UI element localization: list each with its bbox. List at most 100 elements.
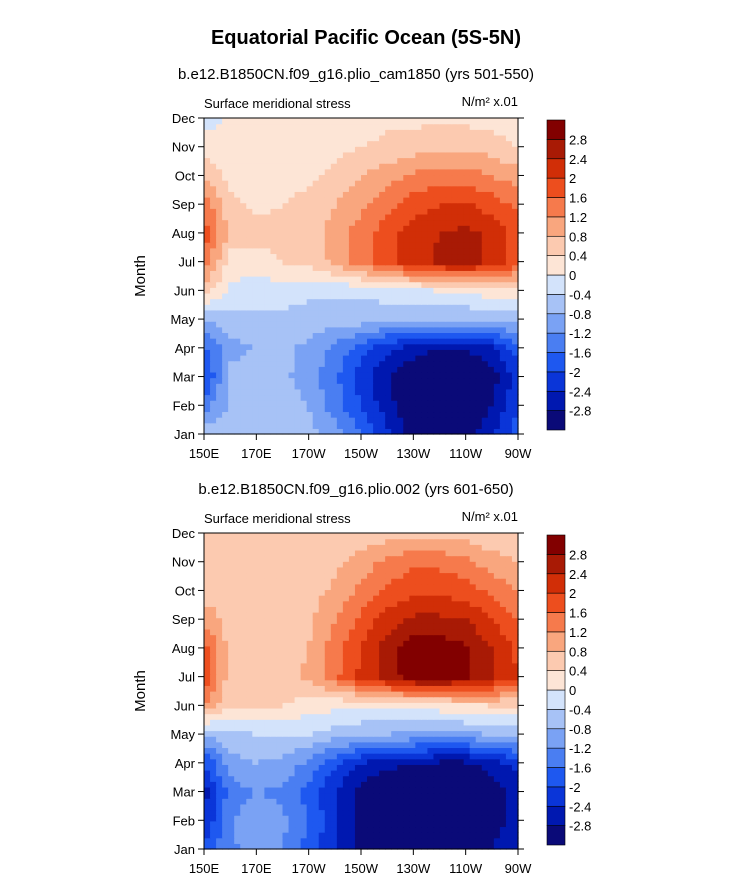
heatmap-cell: [427, 691, 435, 698]
heatmap-cell: [240, 747, 247, 754]
heatmap-cell: [252, 225, 259, 232]
heatmap-cell: [324, 640, 332, 647]
heatmap-cell: [505, 383, 513, 390]
heatmap-cell: [505, 832, 513, 839]
heatmap-cell: [234, 747, 241, 754]
heatmap-cell: [258, 640, 265, 647]
heatmap-cell: [204, 185, 211, 192]
heatmap-cell: [415, 685, 422, 692]
heatmap-cell: [264, 837, 272, 844]
heatmap-cell: [264, 230, 272, 238]
heatmap-cell: [342, 741, 350, 749]
heatmap-cell: [240, 208, 247, 215]
heatmap-cell: [493, 123, 501, 130]
heatmap-cell: [439, 383, 447, 390]
heatmap-cell: [210, 185, 217, 192]
heatmap-cell: [499, 174, 507, 181]
heatmap-cell: [421, 809, 429, 816]
heatmap-cell: [246, 157, 253, 164]
heatmap-cell: [469, 724, 477, 732]
heatmap-cell: [391, 309, 398, 317]
heatmap-cell: [324, 758, 332, 765]
heatmap-cell: [288, 832, 296, 839]
heatmap-cell: [439, 781, 447, 788]
heatmap-cell: [469, 383, 477, 390]
heatmap-cell: [306, 685, 314, 692]
heatmap-cell: [499, 355, 507, 362]
heatmap-cell: [246, 645, 253, 653]
heatmap-cell: [439, 185, 447, 192]
heatmap-cell: [216, 338, 223, 345]
heatmap-cell: [204, 230, 211, 238]
heatmap-cell: [252, 674, 259, 681]
heatmap-cell: [312, 707, 320, 715]
heatmap-cell: [379, 662, 386, 670]
heatmap-cell: [415, 140, 422, 147]
heatmap-cell: [385, 326, 392, 334]
heatmap-cell: [499, 321, 507, 328]
heatmap-cell: [451, 645, 459, 653]
heatmap-cell: [391, 730, 398, 737]
heatmap-cell: [373, 400, 380, 407]
heatmap-cell: [300, 151, 308, 159]
heatmap-cell: [240, 332, 247, 339]
heatmap-cell: [493, 730, 501, 737]
heatmap-cell: [361, 764, 368, 771]
heatmap-cell: [204, 253, 211, 260]
heatmap-cell: [469, 668, 477, 675]
heatmap-cell: [234, 657, 241, 664]
heatmap-cell: [354, 781, 362, 788]
heatmap-cell: [445, 264, 453, 271]
heatmap-cell: [282, 264, 290, 271]
heatmap-cell: [445, 236, 453, 243]
heatmap-cell: [246, 371, 253, 379]
heatmap-cell: [330, 304, 338, 311]
heatmap-cell: [234, 270, 241, 277]
heatmap-cell: [397, 338, 404, 345]
heatmap-cell: [409, 786, 416, 794]
heatmap-cell: [391, 321, 398, 328]
heatmap-cell: [264, 640, 272, 647]
heatmap-cell: [499, 197, 507, 204]
heatmap-cell: [457, 304, 465, 311]
heatmap-cell: [361, 332, 368, 339]
heatmap-cell: [409, 691, 416, 698]
heatmap-cell: [373, 674, 380, 681]
heatmap-cell: [367, 724, 374, 732]
heatmap-cell: [276, 832, 284, 839]
heatmap-cell: [487, 815, 495, 822]
heatmap-cell: [475, 837, 483, 844]
heatmap-cell: [415, 208, 422, 215]
heatmap-cell: [439, 371, 447, 379]
heatmap-cell: [264, 719, 272, 726]
heatmap-cell: [499, 832, 507, 839]
heatmap-cell: [306, 417, 314, 424]
heatmap-cell: [409, 770, 416, 777]
heatmap-cell: [324, 332, 332, 339]
heatmap-cell: [403, 247, 410, 255]
heatmap-cell: [421, 259, 429, 266]
heatmap-cell: [240, 775, 247, 782]
heatmap-cell: [240, 315, 247, 322]
heatmap-cell: [318, 837, 326, 844]
heatmap-cell: [367, 803, 374, 811]
heatmap-cell: [445, 815, 453, 822]
heatmap-cell: [270, 781, 278, 788]
heatmap-cell: [252, 388, 259, 396]
heatmap-cell: [487, 781, 495, 788]
heatmap-cell: [204, 202, 211, 209]
heatmap-cell: [379, 315, 386, 322]
heatmap-cell: [421, 803, 429, 811]
heatmap-cell: [433, 747, 441, 754]
heatmap-cell: [312, 157, 320, 164]
heatmap-cell: [487, 151, 495, 159]
heatmap-cell: [481, 259, 489, 266]
heatmap-cell: [204, 724, 211, 732]
heatmap-cell: [264, 242, 272, 249]
heatmap-cell: [312, 657, 320, 664]
heatmap-cell: [210, 230, 217, 238]
heatmap-cell: [451, 338, 459, 345]
heatmap-cell: [294, 730, 302, 737]
heatmap-cell: [258, 185, 265, 192]
heatmap-cell: [264, 253, 272, 260]
